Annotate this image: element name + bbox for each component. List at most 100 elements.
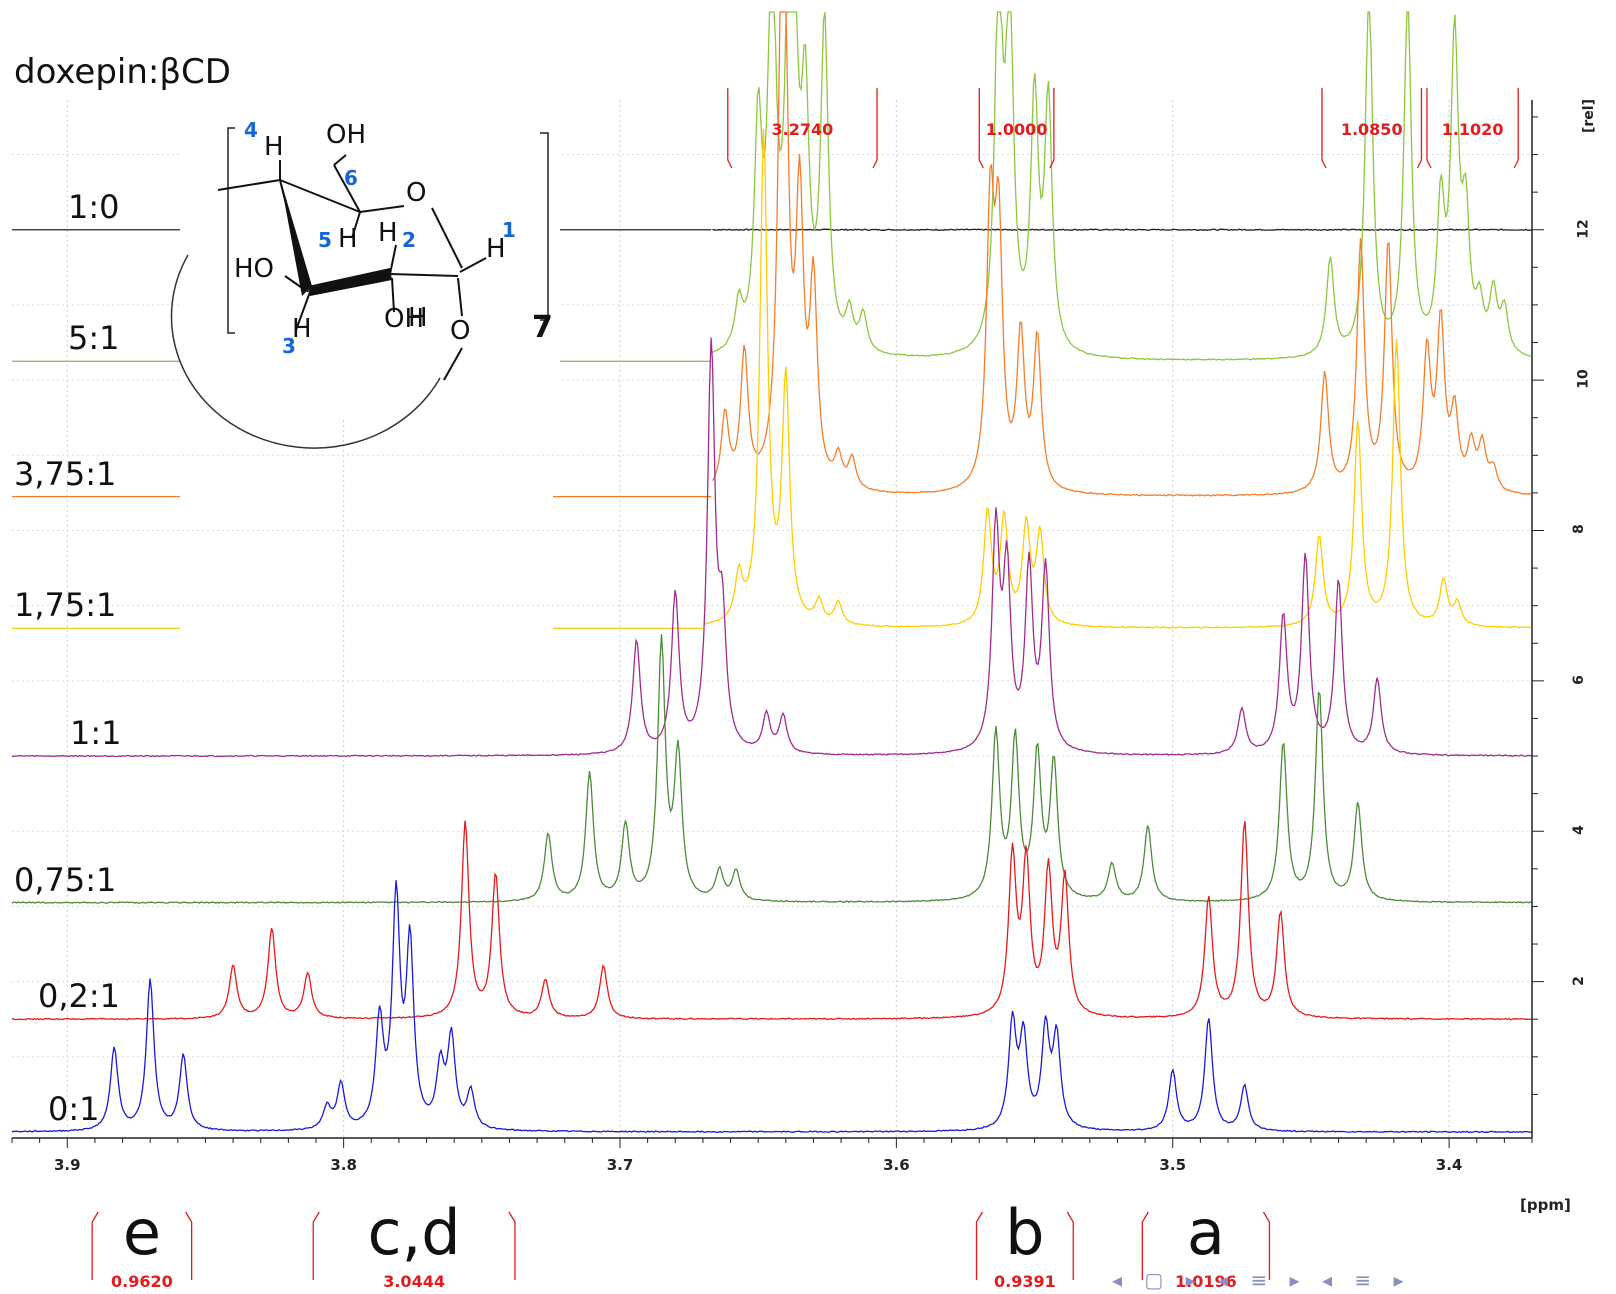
structure-atom: H — [264, 132, 284, 162]
cyclodextrin-ring-arc — [170, 254, 441, 449]
ratio-label: 1:0 — [68, 187, 120, 226]
y-tick-label: 4 — [1570, 825, 1587, 836]
bond-c3-h — [295, 291, 311, 331]
carbon-position-number: 5 — [318, 228, 332, 252]
bond-c6-oh — [333, 154, 347, 166]
bond-c2-c1 — [389, 273, 459, 277]
figure-title: doxepin:βCD — [14, 52, 231, 92]
repeat-count: 7 — [532, 310, 553, 345]
left-bracket — [227, 127, 235, 334]
y-tick-label: 10 — [1575, 369, 1592, 389]
top-integral-right-0 — [872, 88, 878, 169]
bond-c2-oh — [391, 277, 395, 313]
top-integral-right-3 — [1513, 88, 1519, 169]
spectrum-line-1-0 — [712, 228, 1532, 232]
bottom-integral-left-3 — [1141, 1211, 1149, 1280]
top-integral-right-2 — [1416, 88, 1423, 169]
top-integral-value: 3.2740 — [771, 120, 834, 139]
bottom-integral-value: 0.9620 — [111, 1272, 173, 1291]
x-tick-label: 3.9 — [53, 1156, 81, 1174]
bottom-integral-value: 3.0444 — [383, 1272, 445, 1291]
top-integral-value: 1.0850 — [1340, 120, 1403, 139]
structure-backdrop — [180, 100, 560, 420]
integral-brackets — [91, 88, 1519, 1280]
bottom-integral-left-2 — [975, 1211, 984, 1280]
x-tick-label: 3.4 — [1435, 1156, 1463, 1174]
wedge-c4-c3 — [280, 178, 312, 296]
peak-group-label: a — [1186, 1196, 1225, 1269]
ratio-label: 0,2:1 — [38, 977, 121, 1016]
spectra — [11, 11, 1532, 1134]
structure-atom: H — [378, 218, 398, 248]
structure-atom: O — [406, 178, 427, 208]
bottom-integral-right-1 — [508, 1211, 516, 1280]
top-integral-right-1 — [1049, 88, 1055, 169]
top-integral-left-1 — [978, 88, 984, 169]
ratio-label: 3,75:1 — [14, 454, 117, 493]
bottom-integral-left-1 — [312, 1211, 320, 1280]
bond-c4-c5 — [279, 179, 361, 213]
structure-atom: H — [292, 314, 312, 344]
x-axis-unit: [ppm] — [1520, 1196, 1571, 1214]
spectrum-line-0-2-1 — [11, 820, 1532, 1021]
spectrum-line-5-1 — [712, 11, 1532, 361]
carbon-position-number: 2 — [402, 228, 416, 252]
ratio-label: 1:1 — [70, 714, 122, 753]
bottom-integral-right-0 — [185, 1211, 193, 1280]
y-tick-label: 6 — [1570, 674, 1587, 685]
spectrum-line-0-75-1 — [11, 634, 1532, 904]
plot-frame — [11, 100, 1544, 1148]
carbon-position-number: 4 — [244, 118, 258, 142]
bottom-integral-value: 0.9391 — [993, 1272, 1056, 1291]
ratio-label: 5:1 — [68, 319, 120, 358]
bottom-integral-right-2 — [1066, 1211, 1074, 1280]
beamer-nav-bar[interactable]: ◂ ▢ ▸ ◂ ≡ ▸ ◂ ≡ ▸ — [1112, 1268, 1412, 1292]
bond-c3-oh — [284, 275, 306, 291]
structure-atom: H — [486, 234, 506, 264]
x-tick-label: 3.8 — [330, 1156, 357, 1174]
y-axis-unit: [rel] — [1581, 99, 1597, 133]
carbon-position-number: 3 — [282, 334, 296, 358]
bond-left — [217, 179, 281, 191]
structure-atom: OH — [326, 120, 367, 150]
bond-c5-c6 — [333, 164, 361, 213]
wedge-c3-c2 — [308, 268, 392, 296]
carbon-position-number: 6 — [344, 166, 358, 190]
x-tick-label: 3.5 — [1159, 1156, 1187, 1174]
structure-atom: OH — [384, 304, 425, 334]
top-integral-value: 1.1020 — [1441, 120, 1504, 139]
structure-atom: HO — [234, 254, 275, 284]
top-integral-value: 1.0000 — [985, 120, 1048, 139]
bottom-integral-value: 1.0196 — [1175, 1272, 1237, 1291]
peak-group-label: e — [122, 1196, 161, 1269]
structure-atom: O — [450, 316, 471, 346]
structure-atom: H — [338, 224, 358, 254]
bottom-integral-right-3 — [1262, 1211, 1271, 1280]
x-tick-label: 3.7 — [606, 1156, 634, 1174]
y-tick-label: 2 — [1570, 975, 1587, 986]
bond-c5-o — [359, 205, 405, 213]
y-tick-label: 8 — [1570, 524, 1587, 535]
spectrum-line-1-1 — [11, 337, 1532, 758]
y-tick-label: 12 — [1575, 218, 1592, 239]
bond-o-ring — [443, 347, 463, 381]
carbon-position-number: 1 — [502, 218, 516, 242]
peak-group-label: c,d — [367, 1196, 461, 1269]
structure-atom: H — [408, 303, 428, 333]
bond-c2-h — [389, 244, 397, 275]
bond-c1-h — [459, 257, 487, 273]
top-integral-left-2 — [1321, 88, 1327, 169]
spectrum-line-0-1 — [11, 880, 1532, 1134]
ratio-label: 0:1 — [48, 1090, 100, 1128]
peak-group-label: b — [1005, 1196, 1045, 1269]
top-integral-left-3 — [1426, 88, 1432, 169]
ratio-label: 0,75:1 — [14, 860, 117, 899]
right-bracket — [540, 132, 549, 321]
x-tick-label: 3.6 — [883, 1156, 910, 1174]
spectrum-line-3-75-1 — [711, 11, 1532, 497]
bottom-integral-left-0 — [91, 1211, 99, 1280]
bond-c5-h — [351, 211, 361, 239]
cyclodextrin-structure — [170, 100, 560, 449]
